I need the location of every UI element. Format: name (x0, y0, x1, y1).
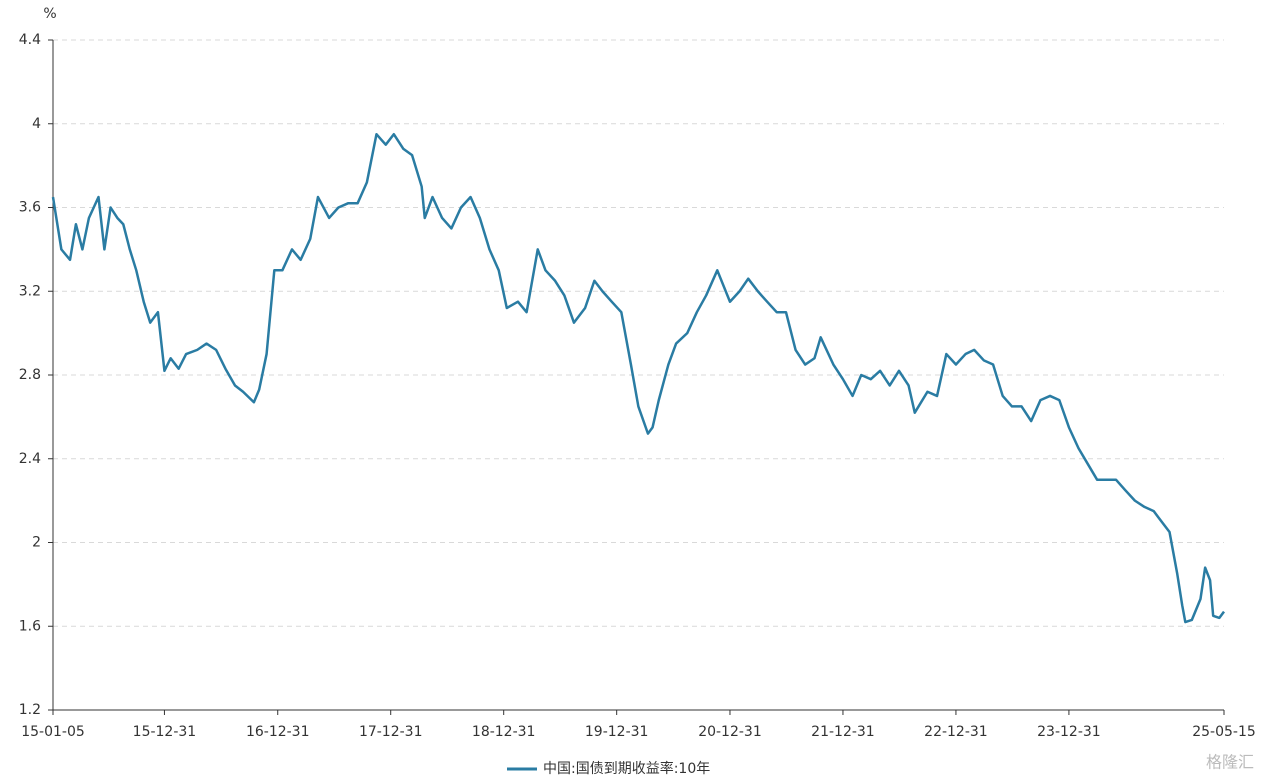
x-tick-label: 17-12-31 (359, 724, 423, 740)
y-tick-label: 3.2 (19, 283, 41, 299)
watermark: 格隆汇 (1206, 753, 1254, 772)
y-tick-label: 2.8 (19, 367, 41, 383)
x-tick-label: 23-12-31 (1037, 724, 1101, 740)
unit-label: % (43, 6, 56, 22)
y-tick-label: 1.2 (19, 702, 41, 718)
y-tick-label: 3.6 (19, 200, 41, 216)
y-tick-label: 2 (32, 535, 41, 551)
y-tick-label: 2.4 (19, 451, 41, 467)
x-tick-label: 22-12-31 (924, 724, 988, 740)
y-tick-label: 4 (32, 116, 41, 132)
x-tick-label: 20-12-31 (698, 724, 762, 740)
x-tick-label: 19-12-31 (585, 724, 649, 740)
x-tick-label: 25-05-15 (1192, 724, 1256, 740)
y-tick-label: 4.4 (19, 32, 41, 48)
x-tick-label: 21-12-31 (811, 724, 875, 740)
x-tick-label: 16-12-31 (246, 724, 310, 740)
legend-label: 中国:国债到期收益率:10年 (543, 760, 710, 777)
x-tick-label: 18-12-31 (472, 724, 536, 740)
series-line (51, 132, 1226, 624)
y-tick-label: 1.6 (19, 618, 41, 634)
x-tick-label: 15-01-05 (21, 724, 85, 740)
x-tick-label: 15-12-31 (133, 724, 197, 740)
